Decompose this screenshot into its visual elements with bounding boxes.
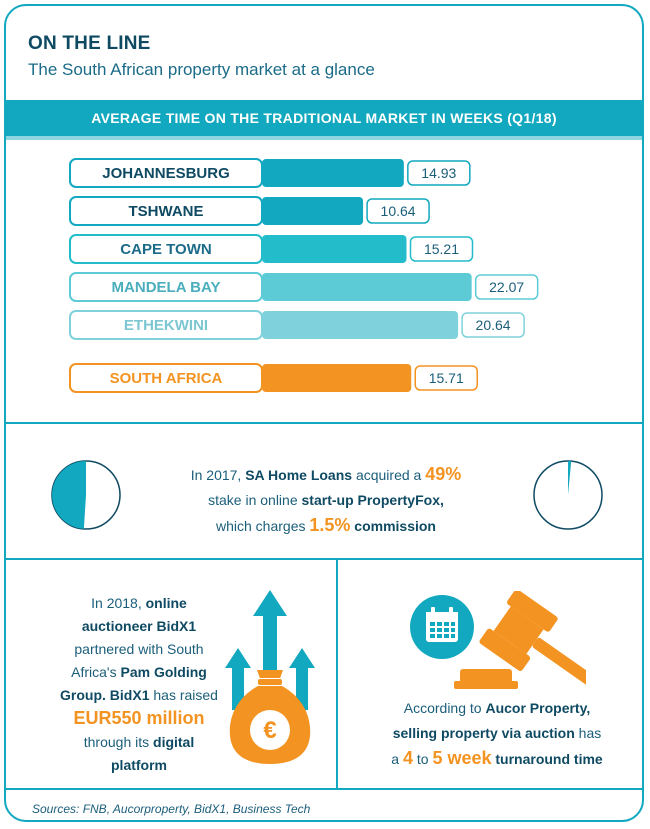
bar [262,197,364,225]
value-label: 10.64 [381,203,416,219]
category-label: MANDELA BAY [112,279,221,296]
bidx1-t2: online [145,595,187,611]
category-label: ETHEKWINI [124,317,208,334]
category-label-box [69,363,263,393]
pie-1-5-percent-icon [533,460,603,530]
bidx1-amount: EUR550 million [73,708,205,728]
money-bag-euro-icon: € [225,590,315,764]
bar-row-5: SOUTH AFRICA 15.71 [69,363,478,393]
aucor-n1: 4 [402,748,413,768]
value-label: 15.71 [429,370,464,386]
acquisition-text: In 2017, SA Home Loans acquired a 49% st… [146,462,506,539]
chart-title-banner: AVERAGE TIME ON THE TRADITIONAL MARKET I… [6,100,642,136]
value-label: 20.64 [476,317,511,333]
value-label-box [474,274,539,300]
category-label-box [69,272,263,302]
aucor-t7: turnaround time [495,751,603,767]
bar-chart: JOHANNESBURG 14.93 TSHWANE 10.64 CAPE TOWN 15… [69,158,539,393]
aucor-t2: selling property via [392,725,522,741]
aucor-t4: has [578,725,602,741]
acq-company: SA Home Loans [245,467,353,483]
acq-t1: In 2017, [190,467,242,483]
category-label-box [69,158,263,188]
page-title: ON THE LINE [28,33,151,54]
section-divider-3 [6,788,642,790]
value-label: 15.21 [424,241,459,257]
bidx1-t4: partnered with South [74,641,204,657]
bidx1-t5: Africa's [71,664,117,680]
bar-row-1: TSHWANE 10.64 [69,196,430,226]
bar [262,364,412,392]
acq-commission: 1.5% [309,515,351,535]
bidx1-t6: Pam Golding [120,664,207,680]
bidx1-t3: auctioneer BidX1 [81,618,197,634]
value-label-box [461,312,525,338]
category-label: CAPE TOWN [120,241,211,258]
euro-symbol: € [263,717,276,744]
value-label: 14.93 [421,165,456,181]
banner-underline [6,136,642,140]
bidx1-text: In 2018, online auctioneer BidX1 partner… [32,592,246,777]
bar-row-2: CAPE TOWN 15.21 [69,234,474,264]
auction-gavel-calendar-icon [410,591,586,689]
category-label: JOHANNESBURG [102,165,230,182]
category-label: SOUTH AFRICA [110,370,223,387]
bidx1-t1: In 2018, [91,595,142,611]
aucor-t3: auction [525,725,575,741]
acq-commission-label: commission [354,518,436,534]
bar-row-3: MANDELA BAY 22.07 [69,272,539,302]
bar-row-4: ETHEKWINI 20.64 [69,310,525,340]
bar [262,273,472,301]
acq-target: start-up PropertyFox, [301,492,444,508]
category-label-box [69,234,263,264]
bar [262,311,459,339]
value-label-box [414,365,478,391]
bidx1-t9: through its [83,734,150,750]
infographic-frame: ON THE LINE The South African property m… [4,4,644,822]
value-label-box [407,160,471,186]
sources-footnote: Sources: FNB, Aucorproperty, BidX1, Busi… [32,802,311,816]
bar-row-0: JOHANNESBURG 14.93 [69,158,471,188]
bar [262,159,404,187]
aucor-company: Aucor Property, [485,700,591,716]
acq-t4: which charges [215,518,306,534]
bar [262,235,407,263]
aucor-t1: According to [403,700,482,716]
acq-stake: 49% [425,464,462,484]
bidx1-t11: platform [111,757,167,773]
value-label: 22.07 [489,279,524,295]
section-divider-1 [6,422,642,424]
value-label-box [366,198,430,224]
aucor-n2: 5 week [432,748,492,768]
bidx1-t8: has raised [153,687,218,703]
section-divider-vertical [336,560,338,790]
page-subtitle: The South African property market at a g… [28,60,375,79]
category-label: TSHWANE [129,203,204,220]
bidx1-t10: digital [153,734,195,750]
category-label-box [69,310,263,340]
value-label-box [409,236,474,262]
bidx1-t7: Group. BidX1 [60,687,150,703]
pie-49-percent-icon [51,460,121,530]
aucor-t6: to [416,751,429,767]
category-label-box [69,196,263,226]
section-divider-2 [6,558,642,560]
acq-t2: acquired a [355,467,422,483]
aucor-t5: a [391,751,400,767]
acq-t3: stake in online [208,492,298,508]
aucor-text: According to Aucor Property, selling pro… [352,696,642,772]
